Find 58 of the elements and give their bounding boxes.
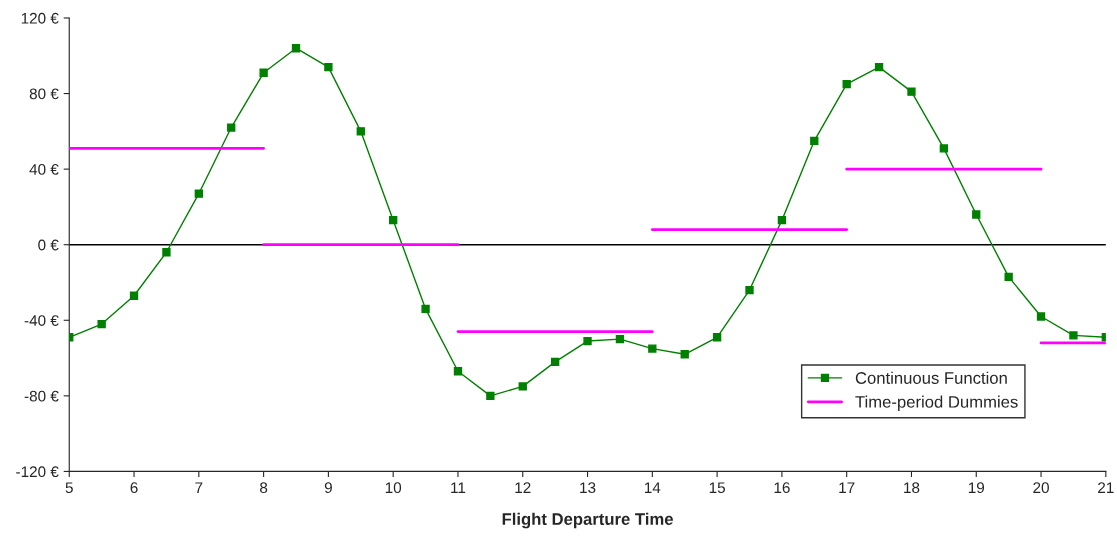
- point: [324, 62, 333, 72]
- x-tick-label: 9: [324, 482, 332, 494]
- y-tick-label: 120 €: [21, 12, 59, 24]
- y-tick-label: 80 €: [29, 88, 59, 100]
- point: [874, 62, 884, 72]
- point: [129, 291, 139, 300]
- y-tick-label: -120 €: [16, 466, 59, 478]
- y-tick-label: -80 €: [24, 390, 59, 402]
- x-tick-label: 13: [580, 482, 596, 494]
- x-tick-label: 5: [65, 482, 73, 494]
- x-tick-label: 14: [645, 482, 661, 493]
- x-tick-label: 17: [839, 482, 855, 493]
- point: [712, 333, 722, 342]
- point: [972, 210, 981, 219]
- point: [1036, 312, 1046, 321]
- point: [453, 367, 463, 376]
- x-tick-label: 8: [260, 482, 268, 494]
- point: [939, 144, 949, 153]
- y-tick-label: 0 €: [38, 239, 59, 251]
- y-tick-label: 40 €: [29, 164, 59, 175]
- point: [1004, 272, 1013, 281]
- x-tick-label: 10: [385, 482, 402, 494]
- x-tick-label: 12: [515, 482, 531, 493]
- point: [421, 304, 430, 314]
- point: [356, 127, 365, 136]
- x-tick-label: 18: [904, 482, 920, 494]
- y-tick-label: -40 €: [24, 315, 59, 326]
- x-tick-label: 19: [968, 482, 985, 494]
- x-tick-label: 11: [451, 482, 466, 493]
- legend-label: Time-period Dummies: [855, 395, 1018, 412]
- point: [583, 336, 592, 346]
- point: [680, 350, 689, 359]
- point: [194, 189, 203, 198]
- point: [810, 136, 819, 145]
- point: [907, 87, 916, 96]
- point: [227, 123, 236, 132]
- point: [162, 248, 171, 257]
- point: [389, 215, 398, 225]
- x-tick-label: 15: [709, 482, 725, 494]
- x-axis-title: Flight Departure Time: [502, 512, 673, 529]
- point: [291, 44, 301, 53]
- point: [259, 68, 268, 77]
- point: [550, 357, 560, 367]
- point: [1069, 331, 1078, 340]
- point: [97, 319, 106, 329]
- x-tick-label: 20: [1033, 482, 1049, 494]
- point: [777, 215, 787, 225]
- legend-label: Continuous Function: [855, 371, 1007, 384]
- point: [842, 79, 851, 89]
- point: [745, 285, 754, 295]
- point: [615, 335, 625, 344]
- x-tick-label: 6: [130, 482, 138, 494]
- point: [518, 382, 527, 391]
- point: [648, 344, 657, 353]
- point: [486, 391, 495, 401]
- x-tick-label: 21: [1098, 482, 1114, 493]
- x-tick-label: 16: [774, 482, 790, 494]
- x-tick-label: 7: [195, 482, 203, 493]
